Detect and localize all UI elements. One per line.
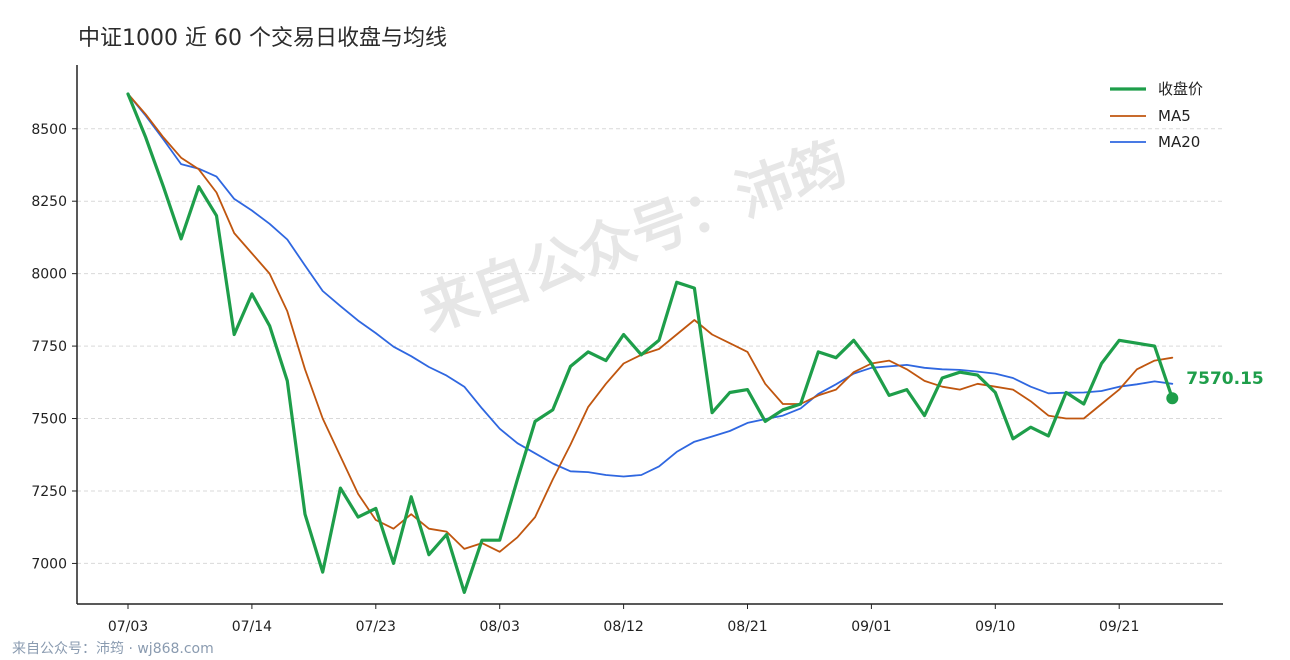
y-tick-label: 7500 [31,412,67,428]
x-tick-label: 08/12 [603,619,643,635]
x-tick-label: 09/21 [1099,619,1139,635]
y-tick-label: 8500 [31,122,67,138]
x-tick-label: 08/03 [480,619,520,635]
series-line-ma5 [127,93,1174,553]
x-tick-label: 07/23 [356,619,396,635]
x-tick-label: 09/10 [975,619,1015,635]
y-tick-label: 7000 [31,556,67,572]
x-tick-label: 09/01 [851,619,891,635]
footer-source-text: 来自公众号：沛筠 · wj868.com [12,641,214,657]
series-line-close [126,92,1174,595]
x-tick-label: 07/14 [232,619,272,635]
last-close-marker [1166,392,1179,405]
y-tick-label: 8250 [31,194,67,210]
x-tick-label: 07/03 [108,619,148,635]
legend-label: 收盘价 [1158,80,1203,98]
y-tick-label: 8000 [31,267,67,283]
last-close-label: 7570.15 [1186,369,1263,389]
chart-title: 中证1000 近 60 个交易日收盘与均线 [78,26,447,51]
x-tick-label: 08/21 [727,619,767,635]
watermark-text: 来自公众号：沛筠 [412,130,855,344]
legend: 收盘价 MA5 MA20 [1110,80,1203,151]
legend-label: MA20 [1158,133,1200,151]
axes: 7000 7250 7500 7750 8000 8250 8500 07/03 07/14 07… [31,65,1223,635]
y-tick-label: 7750 [31,339,67,355]
series-line-ma20 [127,93,1174,478]
legend-label: MA5 [1158,107,1191,125]
series-lines: 7570.15 [126,92,1264,595]
y-tick-label: 7250 [31,484,67,500]
grid-lines [77,128,1223,564]
